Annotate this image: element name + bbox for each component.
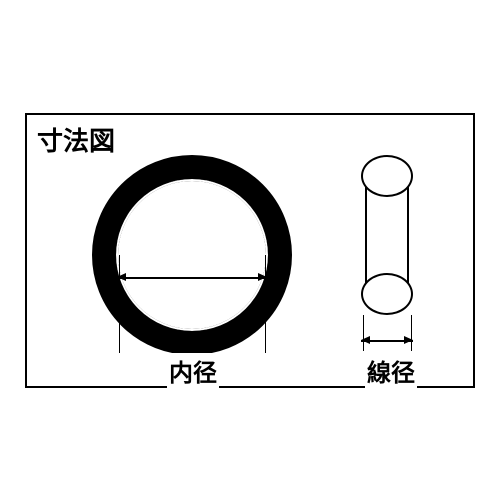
- oring-outer-edge: [92, 155, 292, 355]
- wire-diameter-label: 線径: [365, 353, 417, 388]
- wire-diameter-arrow-right: [404, 336, 413, 344]
- inner-diameter-line: [117, 277, 267, 279]
- inner-diameter-arrow-left: [117, 273, 126, 281]
- inner-diameter-ext-left: [119, 255, 120, 353]
- inner-diameter-ext-right: [265, 255, 266, 353]
- wire-diameter-ext-left: [363, 315, 364, 351]
- cross-section-top-circle: [361, 155, 413, 197]
- inner-diameter-label: 内径: [167, 353, 219, 388]
- diagram-title: 寸法図: [37, 121, 115, 158]
- wire-diameter-arrow-left: [361, 336, 370, 344]
- diagram-frame: 寸法図 内径 線径: [25, 113, 475, 388]
- wire-diameter-ext-right: [411, 315, 412, 351]
- inner-diameter-arrow-right: [258, 273, 267, 281]
- cross-section-bottom-circle: [361, 273, 413, 315]
